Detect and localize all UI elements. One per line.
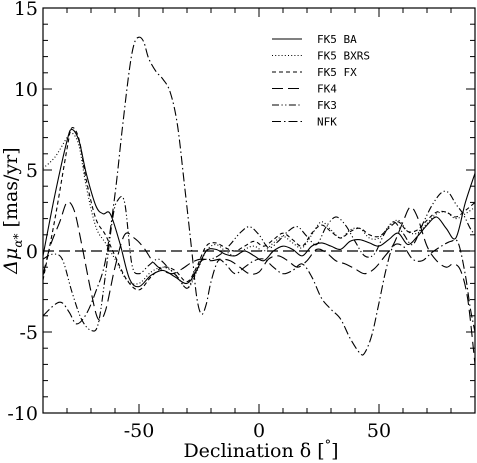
y-tick-label: -5: [19, 322, 38, 344]
x-tick-label: -50: [124, 420, 155, 442]
y-tick-label: -10: [7, 403, 38, 425]
legend-label-fk3: FK3: [317, 99, 337, 112]
y-tick-label: 15: [14, 0, 38, 20]
legend-label-fk4: FK4: [317, 83, 337, 96]
y-axis-label: Δμα* [mas/yr]: [0, 147, 25, 274]
legend-label-nfk: NFK: [317, 116, 337, 129]
legend-label-fk5-bxrs: FK5 BXRS: [317, 50, 370, 63]
y-tick-label: 0: [26, 241, 38, 263]
legend: FK5 BA FK5 BXRS FK5 FX FK4 FK3 NFK: [272, 33, 370, 129]
series-line-fk3: [43, 190, 475, 332]
plot-frame: [42, 7, 476, 414]
plot-area: [43, 36, 475, 365]
x-axis-label: Declination δ [°]: [183, 438, 338, 462]
x-tick-label: 0: [253, 420, 265, 442]
series-line-fk4: [43, 201, 475, 365]
series-line-fk5-bxrs: [43, 131, 475, 289]
series-line-fk5-ba: [43, 128, 475, 288]
series-line-fk5-fx: [43, 127, 475, 291]
series-line-nfk: [43, 36, 475, 356]
x-tick-label: 50: [367, 420, 391, 442]
legend-label-fk5-ba: FK5 BA: [317, 33, 357, 46]
y-tick-label: 10: [14, 79, 38, 101]
legend-label-fk5-fx: FK5 FX: [317, 66, 357, 79]
y-tick-label: 5: [26, 160, 38, 182]
